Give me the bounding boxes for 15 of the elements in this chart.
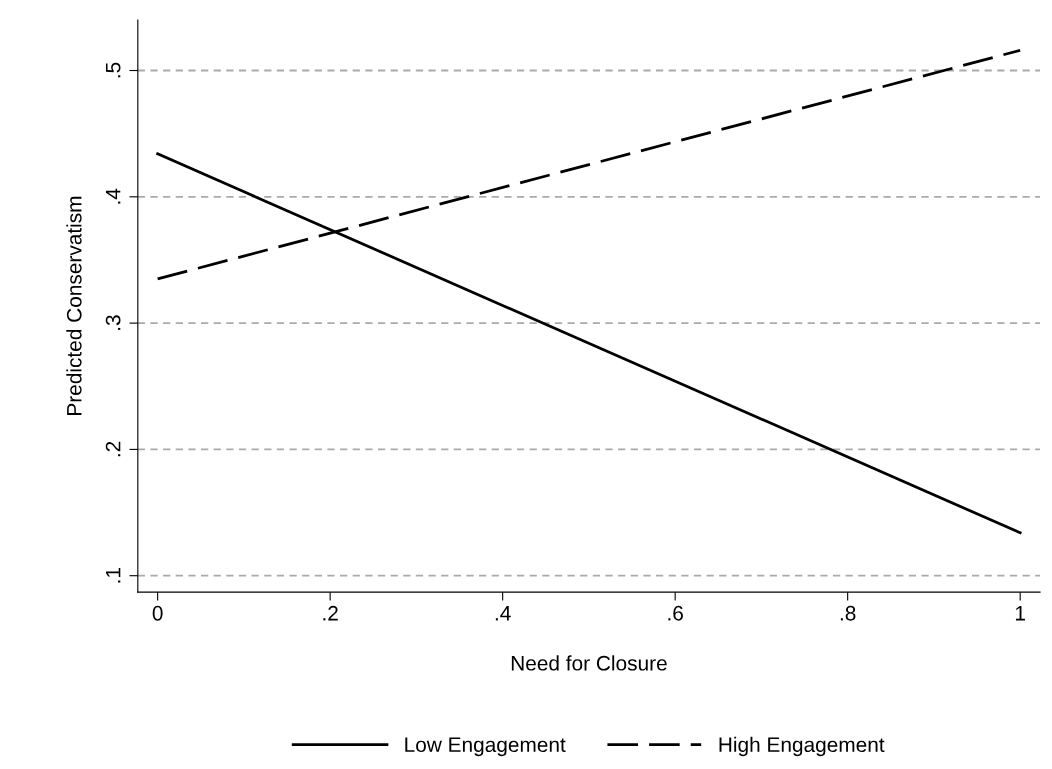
y-tick-label: .5 [105,62,121,78]
x-tick-label: 0 [152,605,163,621]
x-tick-label: .6 [668,605,683,621]
x-tick-label: .2 [323,605,338,621]
x-tick-label: .4 [495,606,511,621]
y-tick-label: .3 [105,315,121,330]
y-tick-label: .1 [105,568,121,583]
y-axis-title: Predicted Conservatism [66,196,82,415]
legend-label: Low Engagement [405,737,566,757]
y-tick-label: .4 [105,188,121,204]
x-tick-label: .8 [840,605,856,621]
x-tick-label: 1 [1015,606,1025,621]
y-tick-label: .2 [105,441,121,457]
legend-label: High Engagement [719,736,885,757]
x-axis-title: Need for Closure [511,655,667,671]
